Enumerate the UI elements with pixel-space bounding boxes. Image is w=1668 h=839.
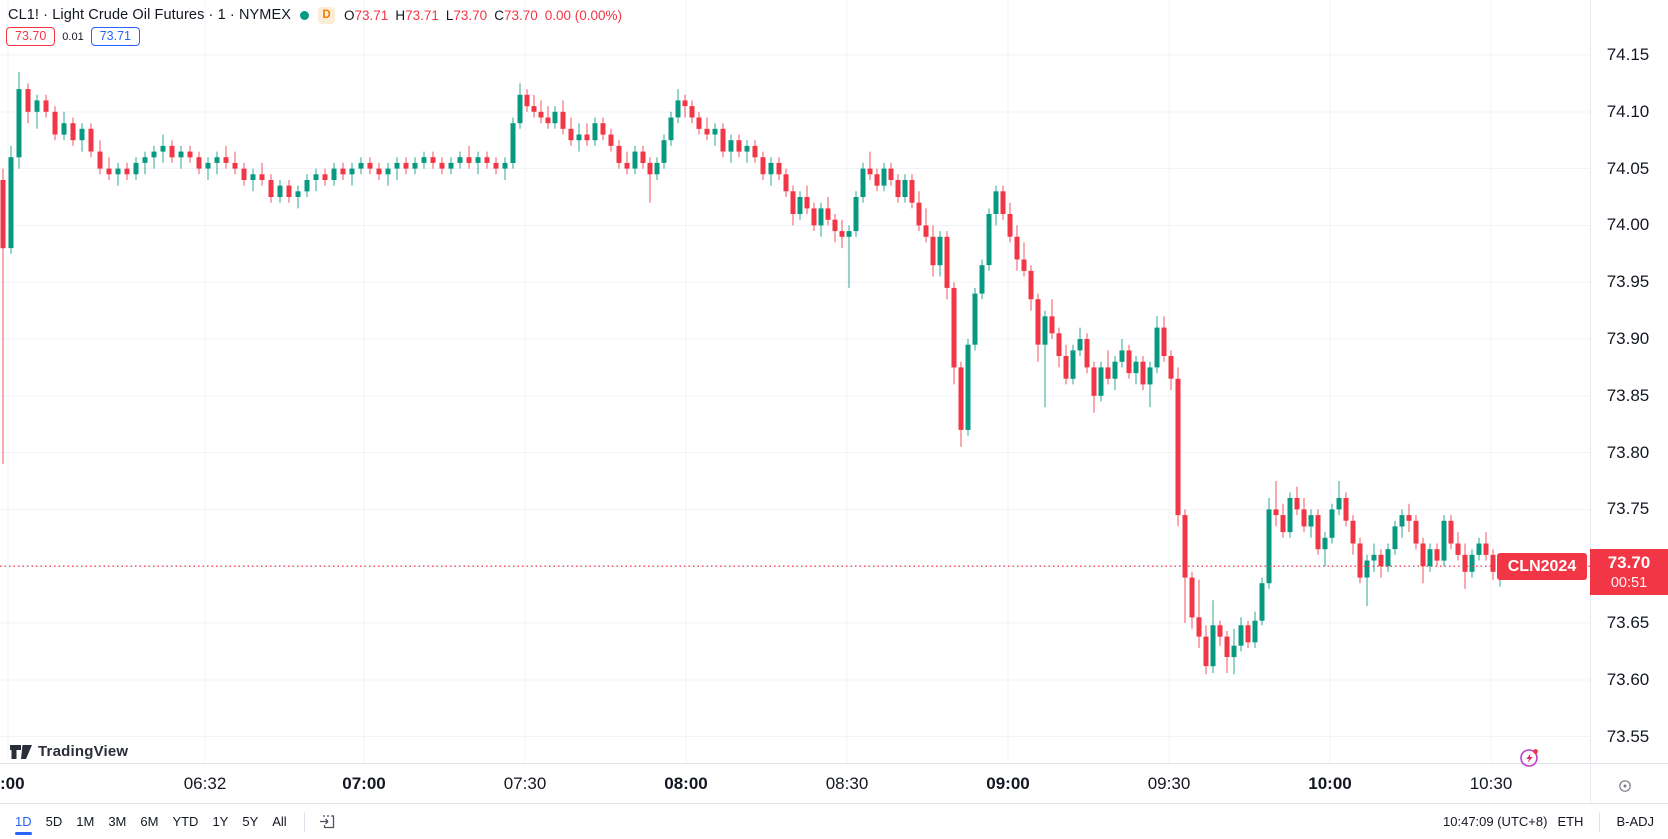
low-value: 73.70: [453, 7, 488, 23]
spread-value: 0.01: [62, 30, 84, 43]
price-axis-separator: [1590, 0, 1591, 803]
price-axis-label: 74.00: [1606, 215, 1650, 234]
toolbar-divider: [303, 811, 305, 832]
price-axis-label: 73.85: [1606, 386, 1650, 405]
range-button-5d[interactable]: 5D: [45, 814, 63, 829]
high-label: H: [395, 7, 406, 23]
tradingview-logo-text: TradingView: [38, 743, 129, 760]
price-axis-label: 73.65: [1606, 613, 1650, 632]
price-axis-label: 73.60: [1606, 670, 1650, 689]
range-button-all[interactable]: All: [272, 814, 287, 829]
footer-status-group: 10:47:09 (UTC+8) ETH B-ADJ: [1443, 811, 1668, 832]
time-axis-label: 08:30: [825, 774, 869, 793]
price-axis-label: 73.55: [1606, 727, 1650, 746]
go-to-date-icon[interactable]: [315, 813, 340, 830]
market-open-dot-icon[interactable]: [300, 10, 310, 20]
time-axis-label: :00: [0, 774, 25, 793]
price-axis-label: 73.80: [1606, 443, 1650, 462]
time-axis-label: 09:00: [986, 774, 1030, 793]
ask-price-box[interactable]: 73.71: [90, 27, 140, 46]
open-label: O: [344, 7, 355, 23]
ohlc-readout: O73.71 H73.71 L73.70 C73.70 0.00 (0.00%): [344, 8, 622, 23]
range-button-5y[interactable]: 5Y: [242, 814, 259, 829]
range-button-1d[interactable]: 1D: [8, 811, 39, 832]
time-axis-label: 08:00: [664, 774, 708, 793]
tradingview-logo[interactable]: TradingView: [10, 743, 128, 760]
price-axis-label: 74.15: [1606, 45, 1650, 64]
low-label: L: [445, 7, 454, 23]
price-axis-label: 74.10: [1606, 102, 1650, 121]
range-switcher: 1D 5D 1M 3M 6M YTD 1Y 5Y All: [0, 811, 340, 832]
bar-countdown: 00:51: [1610, 574, 1648, 591]
footer-separator: [0, 803, 1668, 804]
price-axis-label: 73.75: [1606, 499, 1650, 518]
change-value: 0.00 (0.00%): [544, 7, 623, 23]
time-axis-label: 07:30: [503, 774, 547, 793]
time-axis-label: 10:00: [1308, 774, 1352, 793]
time-axis-label: 10:30: [1469, 774, 1513, 793]
range-button-1y[interactable]: 1Y: [212, 814, 229, 829]
high-value: 73.71: [405, 7, 439, 23]
bid-price-box[interactable]: 73.70: [6, 27, 56, 46]
session-type-button[interactable]: ETH: [1557, 814, 1584, 829]
session-d-badge[interactable]: D: [318, 6, 336, 24]
tradingview-logo-icon: [10, 744, 32, 759]
range-button-1m[interactable]: 1M: [76, 814, 95, 829]
close-label: C: [494, 7, 504, 23]
range-button-6m[interactable]: 6M: [140, 814, 159, 829]
range-button-3m[interactable]: 3M: [108, 814, 127, 829]
time-axis-label: 06:32: [183, 774, 227, 793]
adjustment-button[interactable]: B-ADJ: [1616, 814, 1654, 829]
symbol-title[interactable]: CL1! · Light Crude Oil Futures · 1 · NYM…: [8, 7, 292, 23]
clock[interactable]: 10:47:09 (UTC+8): [1443, 814, 1548, 829]
time-axis-label: 07:00: [342, 774, 386, 793]
time-axis-settings-icon[interactable]: [1617, 778, 1633, 794]
open-value: 73.71: [354, 7, 389, 23]
flash-icon[interactable]: [1519, 747, 1540, 768]
last-price-value: 73.70: [1607, 553, 1651, 573]
close-value: 73.70: [503, 7, 538, 23]
candlestick-chart-area[interactable]: [0, 0, 1590, 768]
price-axis-label: 73.90: [1606, 329, 1650, 348]
time-axis-label: 09:30: [1147, 774, 1191, 793]
contract-label: CLN2024: [1497, 553, 1587, 580]
time-axis-separator: [0, 763, 1668, 764]
range-button-ytd[interactable]: YTD: [172, 814, 199, 829]
price-axis-label: 74.05: [1606, 159, 1650, 178]
last-price-countdown-label: 73.70 00:51: [1590, 549, 1668, 595]
footer-divider: [1599, 811, 1601, 832]
bottom-toolbar: 1D 5D 1M 3M 6M YTD 1Y 5Y All 10:47:09 (UTC+8) ET…: [0, 804, 1668, 839]
price-axis-label: 73.95: [1606, 272, 1650, 291]
